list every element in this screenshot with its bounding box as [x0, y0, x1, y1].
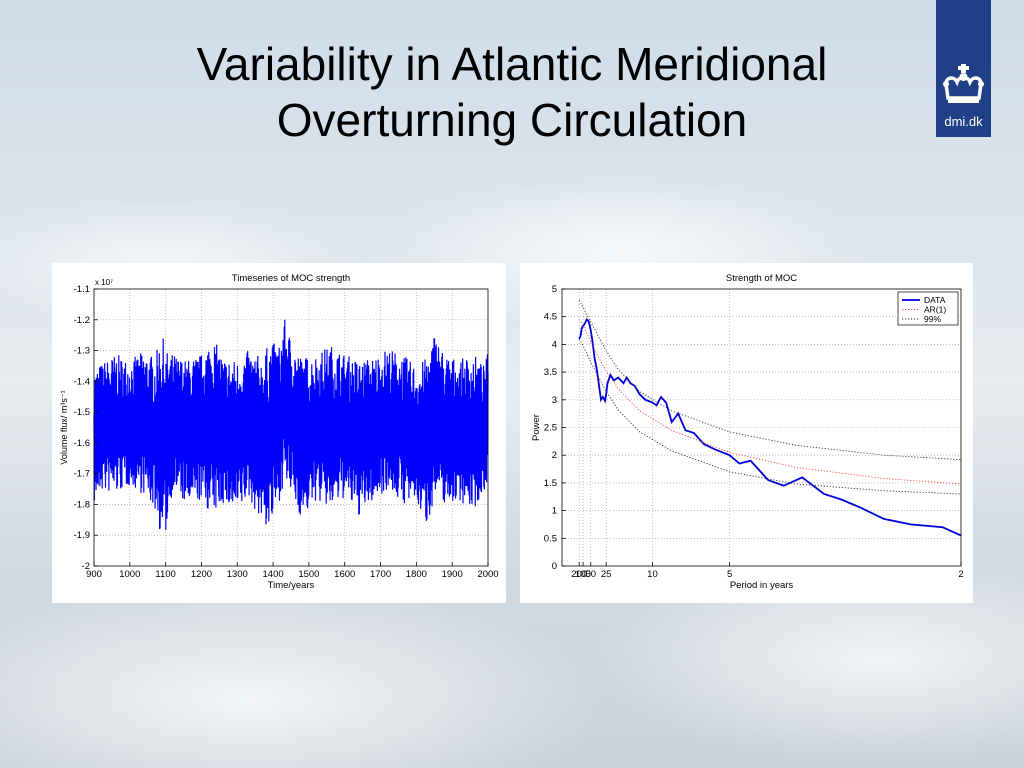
spectrum-chart-panel: 200 100 50 25 10 5 2 0 0.5 1 1.5 2 2.5 3 3.5 4 4.5 5 Stren…: [520, 263, 973, 603]
y-tick-label: -1.6: [74, 438, 90, 449]
y-tick-label: -1.5: [74, 407, 90, 418]
y-tick-label: 3.5: [544, 367, 557, 378]
timeseries-chart-panel: 900 1000 1100 1200 1300 1400 1500 1600 1700 1800 1…: [52, 263, 506, 603]
y-tick-label: 4.5: [544, 312, 557, 323]
x-tick-label: 1600: [334, 569, 355, 580]
chart-title: Timeseries of MOC strength: [232, 273, 350, 284]
x-tick-label: 1900: [442, 569, 463, 580]
y-tick-label: -1.7: [74, 469, 90, 480]
slide-title-line-1: Variability in Atlantic Meridional: [196, 38, 828, 90]
x-tick-label: 2: [958, 569, 963, 580]
y-tick-label: -1.9: [74, 530, 90, 541]
x-tick-label: 1400: [263, 569, 284, 580]
x-tick-label: 2000: [477, 569, 498, 580]
x-tick-label: 1000: [119, 569, 140, 580]
x-tick-label: 100: [575, 569, 591, 580]
y-axis-label: Power: [531, 414, 542, 441]
plot-frame: [93, 288, 489, 567]
series-line-data: [578, 318, 962, 537]
crown-icon: [943, 64, 984, 103]
y-tick-label: -1.1: [74, 284, 90, 295]
y-axis-label: Volume flux/ m³s⁻¹: [59, 390, 69, 464]
y-tick-label: 5: [552, 284, 557, 295]
dmi-logo: dmi.dk: [936, 0, 991, 137]
x-axis-label: Period in years: [730, 580, 794, 591]
y-tick-label: 1.5: [544, 478, 557, 489]
chart-title: Strength of MOC: [726, 273, 797, 284]
y-tick-label: 4: [552, 339, 557, 350]
y-tick-label: 2: [552, 450, 557, 461]
x-tick-label: 1200: [191, 569, 212, 580]
slide-title-line-2: Overturning Circulation: [276, 94, 748, 146]
legend-label: DATA: [924, 295, 946, 305]
x-tick-label: 1800: [406, 569, 427, 580]
y-tick-label: -1.2: [74, 315, 90, 326]
x-tick-label: 200: [571, 569, 587, 580]
timeseries-line: [93, 319, 489, 530]
y-tick-label: 0.5: [544, 533, 557, 544]
x-axis-label: Time/years: [268, 580, 315, 591]
y-tick-label: 2.5: [544, 423, 557, 434]
x-tick-label: 25: [601, 569, 612, 580]
series-line-99-lower: [578, 338, 962, 495]
x-tick-label: 900: [86, 569, 102, 580]
x-tick-label: 1100: [155, 569, 175, 580]
y-tick-label: -1.8: [74, 499, 90, 510]
x-tick-label: 10: [647, 569, 658, 580]
x-tick-label: 1300: [227, 569, 248, 580]
y-tick-label: 0: [552, 561, 557, 572]
series-line-ar-1-: [578, 319, 962, 485]
x-tick-label: 1700: [370, 569, 391, 580]
legend-box: [897, 291, 959, 326]
slide-title: Variability in Atlantic Meridional Overt…: [0, 36, 1024, 148]
y-tick-label: 3: [552, 395, 557, 406]
y-tick-label: -1.3: [74, 346, 90, 357]
timeseries-chart: 900 1000 1100 1200 1300 1400 1500 1600 1700 1800 1…: [59, 273, 499, 591]
legend-label: AR(1): [924, 305, 946, 315]
x-tick-label: 50: [585, 569, 596, 580]
x-tick-label: 5: [727, 569, 732, 580]
y-exponent-label: x 10⁷: [95, 278, 113, 287]
y-tick-label: -2: [82, 561, 90, 572]
x-tick-label: 1500: [298, 569, 319, 580]
y-tick-label: -1.4: [74, 376, 90, 387]
y-tick-label: 1: [552, 506, 557, 517]
logo-text: dmi.dk: [944, 114, 983, 129]
legend-label: 99%: [924, 314, 941, 324]
